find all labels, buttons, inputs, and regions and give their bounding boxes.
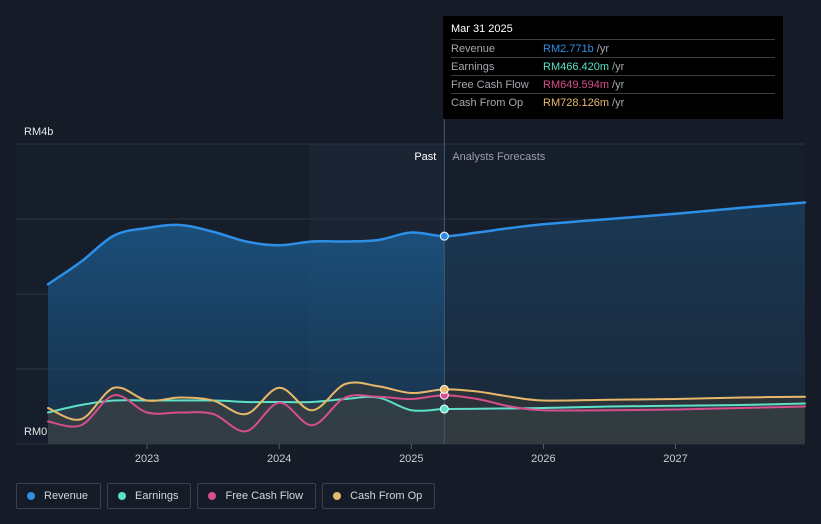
legend-dot-icon: [333, 492, 342, 500]
tooltip-date: Mar 31 2025: [451, 23, 513, 35]
x-tick-label: 2023: [135, 453, 159, 465]
tooltip-row: Cash From Op RM728.126m/yr: [451, 93, 775, 111]
series-lines: [46, 16, 807, 444]
legend-item-free-cash-flow[interactable]: Free Cash Flow: [197, 483, 317, 509]
legend-dot-icon: [208, 492, 217, 500]
y-axis-top-label: RM4b: [24, 126, 54, 138]
x-axis-ticks: Past Analysts Forecasts 2023 2024 2025 2026 20…: [135, 151, 688, 465]
legend-item-revenue[interactable]: Revenue: [16, 483, 102, 509]
tooltip-row: Free Cash Flow RM649.594m/yr: [451, 75, 775, 93]
cash-from-op-marker: [439, 384, 449, 394]
cash-from-op-line: [47, 381, 806, 421]
revenue-area-forecast: [444, 202, 805, 444]
tooltip-row-value: RM728.126m: [543, 96, 610, 109]
tooltip-row-unit: /yr: [612, 96, 625, 109]
past-label: Past: [414, 151, 436, 163]
tooltip-row-value: RM466.420m: [543, 60, 610, 73]
tooltip-markers: [439, 231, 449, 414]
earnings-marker: [439, 404, 449, 414]
legend-label: Earnings: [135, 490, 179, 502]
legend-item-cash-from-op[interactable]: Cash From Op: [322, 483, 436, 509]
tooltip-row-label: Cash From Op: [451, 96, 524, 109]
chart-legend: Revenue Earnings Free Cash Flow Cash From O…: [16, 483, 436, 509]
y-axis-bottom-label: RM0: [24, 426, 48, 438]
revenue-line: [46, 201, 807, 286]
legend-dot-icon: [118, 492, 127, 500]
tooltip-row-label: Revenue: [451, 42, 496, 55]
forecast-label: Analysts Forecasts: [452, 151, 545, 163]
x-tick-label: 2024: [267, 453, 291, 465]
free-cash-flow-line: [47, 394, 806, 433]
tooltip-row-unit: /yr: [596, 42, 609, 55]
tooltip-row: Earnings RM466.420m/yr: [451, 57, 775, 75]
legend-item-earnings[interactable]: Earnings: [107, 483, 192, 509]
tooltip-row-label: Earnings: [451, 60, 495, 73]
legend-label: Cash From Op: [350, 490, 423, 502]
x-tick-label: 2027: [663, 453, 687, 465]
x-tick-label: 2025: [399, 453, 423, 465]
tooltip-row-label: Free Cash Flow: [451, 78, 529, 91]
tooltip-row-value: RM649.594m: [543, 78, 610, 91]
legend-dot-icon: [27, 492, 35, 500]
tooltip-row-value: RM2.771b: [543, 42, 594, 55]
revenue-marker: [439, 231, 449, 241]
tooltip-row-unit: /yr: [612, 78, 625, 91]
hover-tooltip: Mar 31 2025 Revenue RM2.771b/yr Earnings RM…: [443, 16, 783, 119]
tooltip-row-unit: /yr: [612, 60, 625, 73]
x-tick-label: 2026: [531, 453, 555, 465]
earnings-area: [48, 396, 805, 444]
tooltip-row: Revenue RM2.771b/yr: [451, 39, 775, 57]
legend-label: Free Cash Flow: [225, 490, 304, 502]
legend-label: Revenue: [44, 490, 89, 502]
series-areas: [48, 202, 805, 444]
